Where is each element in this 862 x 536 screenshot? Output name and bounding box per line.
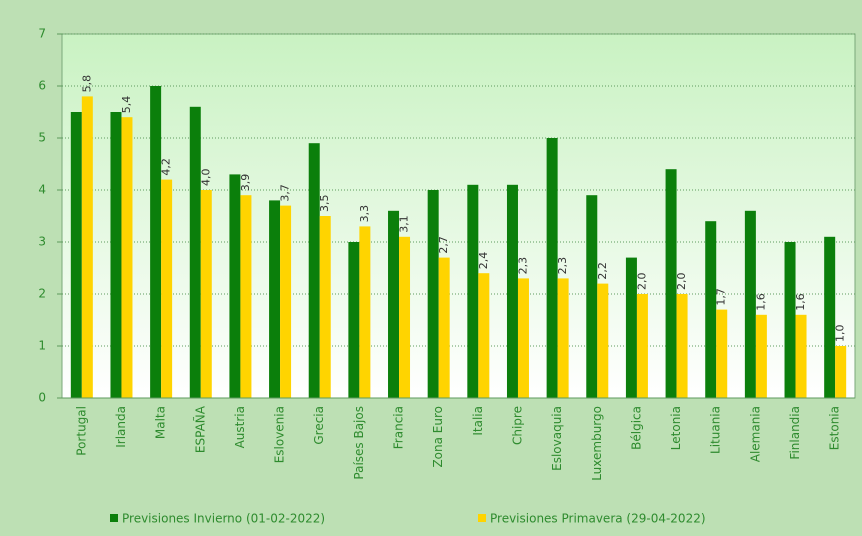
- x-tick-label: Eslovenia: [273, 406, 287, 463]
- bar: [359, 226, 371, 398]
- x-tick-label: Francia: [392, 406, 406, 449]
- bar: [557, 278, 569, 398]
- x-tick-label: Malta: [154, 406, 168, 439]
- bar: [467, 184, 479, 398]
- legend-swatch: [110, 514, 118, 522]
- bar: [665, 169, 677, 398]
- bar: [506, 184, 518, 398]
- legend-swatch: [478, 514, 486, 522]
- value-label: 2,3: [516, 257, 529, 275]
- y-tick-label: 3: [38, 235, 46, 249]
- value-label: 1,0: [834, 325, 847, 343]
- y-tick-label: 0: [38, 391, 46, 405]
- value-label: 2,7: [437, 236, 450, 254]
- x-tick-label: Letonia: [669, 406, 683, 450]
- y-tick-label: 7: [38, 27, 46, 41]
- bar: [517, 278, 529, 398]
- bar: [784, 242, 796, 398]
- y-tick-label: 2: [38, 287, 46, 301]
- value-label: 3,1: [398, 215, 411, 233]
- value-label: 4,2: [160, 158, 173, 176]
- value-label: 4,0: [199, 169, 212, 187]
- value-label: 2,4: [477, 252, 490, 270]
- x-tick-label: Lituania: [709, 406, 723, 454]
- bar: [546, 138, 558, 398]
- bar: [121, 117, 133, 398]
- bar: [636, 294, 648, 398]
- bar: [319, 216, 331, 398]
- x-tick-label: Chipre: [510, 406, 524, 445]
- value-label: 1,6: [794, 293, 807, 311]
- bar: [269, 200, 281, 398]
- bar: [348, 242, 360, 398]
- x-tick-label: Portugal: [74, 406, 88, 456]
- x-tick-label: ESPAÑA: [192, 405, 207, 453]
- value-label: 3,3: [358, 205, 371, 223]
- y-tick-label: 1: [38, 339, 46, 353]
- bar: [229, 174, 241, 398]
- y-tick-label: 5: [38, 131, 46, 145]
- bar: [795, 314, 807, 398]
- bar: [705, 221, 717, 398]
- value-label: 2,2: [596, 262, 609, 280]
- value-label: 3,7: [279, 184, 292, 202]
- legend-label: Previsiones Primavera (29-04-2022): [490, 512, 706, 526]
- bar: [716, 309, 728, 398]
- bar: [744, 210, 756, 398]
- bar: [150, 86, 162, 398]
- bar: [240, 195, 252, 398]
- bar: [597, 283, 609, 398]
- bar: [625, 257, 637, 398]
- bar: [280, 205, 292, 398]
- bar: [110, 112, 122, 398]
- bar: [189, 106, 201, 399]
- legend-label: Previsiones Invierno (01-02-2022): [122, 512, 325, 526]
- bar: [308, 143, 320, 398]
- bar: [676, 294, 688, 398]
- x-tick-label: Eslovaquia: [550, 406, 564, 471]
- value-label: 2,3: [556, 257, 569, 275]
- x-tick-label: Zona Euro: [431, 406, 445, 468]
- x-tick-label: Luxemburgo: [590, 406, 604, 481]
- bar: [824, 236, 836, 398]
- bar: [399, 236, 411, 398]
- x-tick-label: Estonia: [828, 406, 842, 450]
- bar: [81, 96, 93, 399]
- bar: [70, 112, 82, 398]
- value-label: 2,0: [635, 273, 648, 291]
- bar: [438, 257, 450, 398]
- y-tick-label: 4: [38, 183, 46, 197]
- bar: [161, 179, 173, 398]
- bar: [586, 195, 598, 398]
- y-tick-label: 6: [38, 79, 46, 93]
- bar: [388, 210, 400, 398]
- x-tick-label: Bélgica: [629, 406, 643, 450]
- value-label: 1,7: [715, 288, 728, 306]
- bar: [835, 346, 847, 398]
- x-tick-label: Irlanda: [114, 406, 128, 448]
- bar: [200, 190, 212, 398]
- plot-area: [61, 33, 856, 399]
- value-label: 3,9: [239, 174, 252, 191]
- value-label: 1,6: [754, 293, 767, 311]
- x-tick-label: Países Bajos: [352, 406, 366, 480]
- bar: [755, 314, 767, 398]
- bar: [427, 190, 439, 398]
- value-label: 3,5: [318, 195, 331, 213]
- bar: [478, 273, 490, 398]
- value-label: 2,0: [675, 273, 688, 291]
- x-tick-label: Finlandia: [788, 406, 802, 460]
- x-tick-label: Grecia: [312, 406, 326, 445]
- value-label: 5,8: [80, 75, 93, 93]
- value-label: 5,4: [120, 96, 133, 114]
- x-tick-label: Austria: [233, 406, 247, 448]
- x-tick-label: Italia: [471, 406, 485, 436]
- x-tick-label: Alemania: [748, 406, 762, 462]
